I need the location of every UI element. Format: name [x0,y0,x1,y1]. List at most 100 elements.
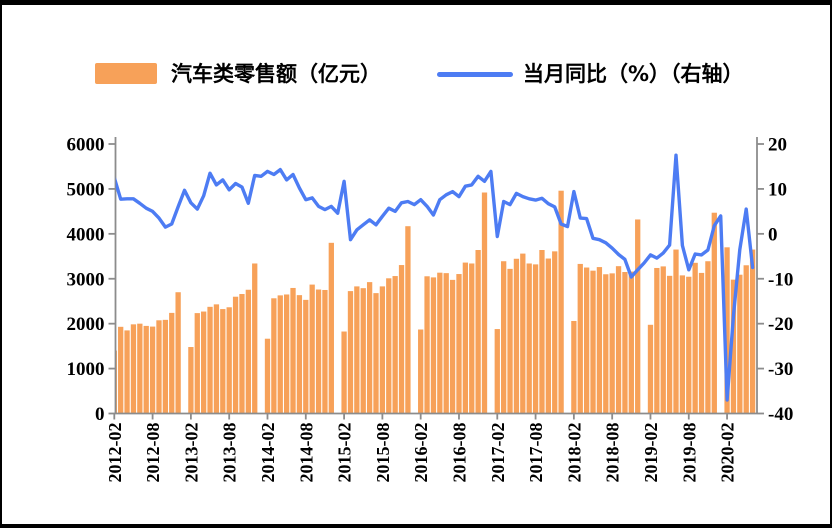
x-axis-tick-label: 2012-08 [143,423,163,483]
bar [137,323,143,414]
bar [328,242,334,414]
bar [309,284,315,414]
bar [156,320,162,414]
bar [118,326,124,414]
left-axis-tick-label: 3000 [67,269,105,290]
bar [430,277,437,414]
bar [705,261,711,414]
bar [673,249,679,414]
left-axis-tick-label: 2000 [67,314,105,335]
bar [194,313,200,414]
bar [252,263,258,414]
bar [398,265,405,414]
bar [615,266,622,414]
frame-right [830,0,832,528]
bar [558,190,564,414]
bar [169,312,175,414]
axis-tick-labels: 0 1000 2000 3000 4000 5000 6000 20 10 0 -10 -20 -30 -… [67,135,794,483]
x-axis-tick-label: 2015-02 [335,423,355,483]
right-axis-tick-label: 10 [768,179,787,200]
bar [635,219,641,414]
bar [743,265,749,414]
bar [379,286,386,414]
frame-top [0,0,832,5]
x-axis-tick-label: 2017-08 [526,423,546,483]
bar [162,319,169,414]
x-axis-tick-label: 2019-02 [641,423,661,483]
bar [405,226,411,414]
bar [296,295,303,414]
bar [213,304,220,414]
x-axis-tick-label: 2013-02 [181,423,201,483]
bar [220,309,226,414]
bar [264,338,271,414]
right-axis-tick-label: -40 [768,404,793,425]
bar [360,288,366,414]
legend-bar-label: 汽车类零售额（亿元） [171,62,381,86]
left-axis-tick-label: 5000 [67,179,105,200]
right-axis-tick-label: -30 [768,359,793,380]
bar [679,275,686,414]
right-axis-tick-label: 0 [768,224,778,245]
right-axis-tick-label: -20 [768,314,793,335]
bar [660,266,666,414]
bar [437,272,443,414]
bar [143,325,149,414]
bars-series [115,190,756,414]
bar [462,262,469,414]
bar [424,276,430,414]
bar [711,212,717,414]
x-axis-tick-label: 2019-08 [679,423,699,483]
bar [507,268,513,414]
x-axis-tick-label: 2013-08 [220,423,240,483]
bar [418,329,424,414]
bar [603,274,609,414]
yoy-line [115,153,755,402]
bar [449,279,456,414]
bar [532,264,539,414]
x-axis-tick-label: 2018-02 [564,423,584,483]
bar [609,273,615,414]
right-axis-tick-label: -10 [768,269,793,290]
legend-line-label: 当月同比（%）（右轴） [523,62,744,86]
left-axis-tick-label: 6000 [67,135,105,156]
left-axis-tick-label: 4000 [67,224,105,245]
line-series [115,153,755,402]
bar [501,261,507,414]
x-axis-tick-label: 2014-02 [258,423,278,483]
bar [583,267,590,414]
left-axis-tick-label: 1000 [67,359,105,380]
bar [290,287,296,414]
bar [315,289,322,414]
axes [108,137,764,420]
bar [271,298,277,414]
bar [628,271,634,414]
bar [647,324,654,414]
bar [175,292,181,414]
frame-bottom [0,524,832,528]
bar [596,267,603,414]
x-axis-tick-label: 2017-02 [488,423,508,483]
bar [373,293,379,414]
bar [526,263,532,414]
bar [749,249,756,414]
x-axis-tick-label: 2020-02 [718,423,738,483]
bar [239,294,245,414]
bar [149,326,156,414]
bar [322,289,328,414]
bar [622,272,628,414]
bar [590,270,596,414]
bar [443,273,449,414]
x-axis-tick-label: 2012-02 [105,423,125,483]
bar [730,279,737,414]
bar [686,276,692,414]
bar [303,299,309,414]
bar [207,306,213,414]
bar [226,307,232,414]
bar [124,330,130,414]
bar [341,331,347,414]
bar [245,289,251,414]
bar [366,282,373,414]
bar [539,250,545,414]
